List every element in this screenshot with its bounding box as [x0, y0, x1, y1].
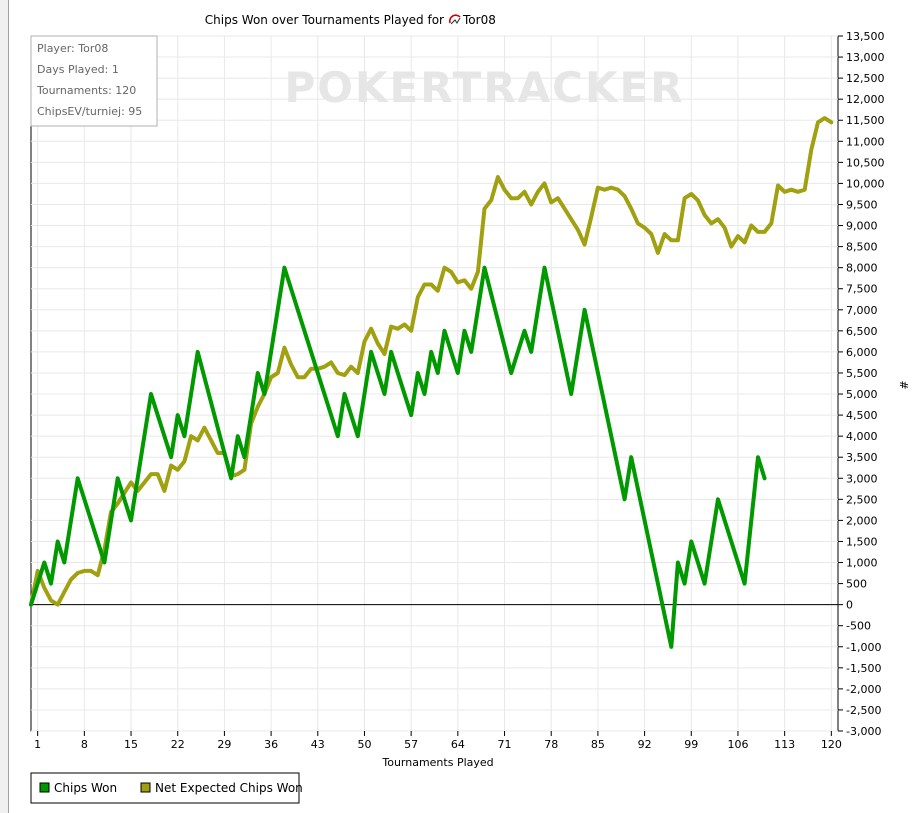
- x-tick-label: 29: [217, 738, 231, 751]
- watermark-logo: POKERTRACKER: [285, 63, 685, 112]
- grid: [31, 35, 838, 732]
- y-tick-label: 5,000: [846, 388, 878, 401]
- y-tick-label: 8,000: [846, 262, 878, 275]
- x-tick-label: 36: [264, 738, 278, 751]
- y-tick-label: 0: [846, 599, 853, 612]
- x-tick-label: 113: [774, 738, 795, 751]
- x-tick-label: 8: [81, 738, 88, 751]
- y-tick-label: 4,000: [846, 430, 878, 443]
- x-axis-label: Tournaments Played: [381, 756, 493, 769]
- y-tick-label: 9,500: [846, 198, 878, 211]
- y-tick-label: -1,500: [846, 662, 881, 675]
- x-tick-label: 15: [124, 738, 138, 751]
- info-tournaments: Tournaments: 120: [36, 84, 136, 97]
- y-tick-label: 3,500: [846, 451, 878, 464]
- x-tick-label: 120: [821, 738, 842, 751]
- x-tick-label: 50: [357, 738, 371, 751]
- chart-title-player: Tor08: [462, 13, 496, 27]
- y-tick-label: 13,500: [846, 30, 885, 43]
- y-axis: 13,500 13,000 12,500 12,000 11,500 11,000 10,5…: [838, 30, 885, 738]
- x-tick-label: 22: [171, 738, 185, 751]
- y-tick-label: 5,500: [846, 367, 878, 380]
- y-tick-label: -1,000: [846, 641, 881, 654]
- y-tick-label: 3,000: [846, 472, 878, 485]
- x-tick-label: 85: [591, 738, 605, 751]
- x-tick-label: 64: [451, 738, 465, 751]
- x-tick-label: 78: [544, 738, 558, 751]
- x-tick-label: 106: [727, 738, 748, 751]
- y-tick-label: 9,000: [846, 220, 878, 233]
- window-left-edge: [0, 0, 9, 813]
- legend-swatch-net-expected: [140, 782, 151, 793]
- series-group: [29, 116, 834, 649]
- x-tick-label: 57: [404, 738, 418, 751]
- y-tick-label: 2,000: [846, 514, 878, 527]
- y-tick-label: 11,000: [846, 135, 885, 148]
- info-player: Player: Tor08: [37, 42, 108, 55]
- info-box: Player: Tor08 Days Played: 1 Tournaments…: [30, 35, 158, 127]
- series-line-net-expected: [29, 116, 834, 607]
- legend-label-chips-won: Chips Won: [54, 781, 117, 795]
- y-tick-label: 12,500: [846, 72, 885, 85]
- y-tick-label: -3,000: [846, 725, 881, 738]
- y-tick-label: 4,500: [846, 409, 878, 422]
- y-tick-label: 8,500: [846, 241, 878, 254]
- y-tick-label: 1,500: [846, 535, 878, 548]
- y-tick-label: 13,000: [846, 51, 885, 64]
- chart-title: Chips Won over Tournaments Played for: [205, 13, 444, 27]
- x-tick-label: 71: [498, 738, 512, 751]
- y-tick-label: 12,000: [846, 93, 885, 106]
- info-chipsev: ChipsEV/turniej: 95: [37, 105, 142, 118]
- legend-label-net-expected: Net Expected Chips Won: [155, 781, 303, 795]
- info-days-played: Days Played: 1: [37, 63, 119, 76]
- y-tick-label: 500: [846, 578, 867, 591]
- y-tick-label: 6,000: [846, 346, 878, 359]
- x-axis: 1 8 15 22 29 36 43 50 57 64 71 78 85 92 99 106 113 120: [34, 731, 842, 751]
- y-tick-label: -2,500: [846, 704, 881, 717]
- y-tick-label: -2,000: [846, 683, 881, 696]
- legend: Chips Won Net Expected Chips Won: [30, 772, 303, 804]
- y-tick-label: 10,000: [846, 177, 885, 190]
- plot-area: [30, 35, 839, 732]
- x-tick-label: 1: [34, 738, 41, 751]
- y-tick-label: 11,500: [846, 114, 885, 127]
- legend-swatch-chips-won: [39, 782, 50, 793]
- player-icon: [448, 14, 461, 25]
- y-tick-label: 6,500: [846, 325, 878, 338]
- y-tick-label: 1,000: [846, 557, 878, 570]
- y-tick-label: 10,500: [846, 156, 885, 169]
- series-line-chips-won: [29, 265, 767, 649]
- x-tick-label: 92: [638, 738, 652, 751]
- y-tick-label: -500: [846, 620, 871, 633]
- y-tick-label: 7,000: [846, 304, 878, 317]
- y-tick-label: 7,500: [846, 283, 878, 296]
- y-axis-label: #: [897, 380, 910, 389]
- y-tick-label: 2,500: [846, 493, 878, 506]
- x-tick-label: 99: [684, 738, 698, 751]
- x-tick-label: 43: [311, 738, 325, 751]
